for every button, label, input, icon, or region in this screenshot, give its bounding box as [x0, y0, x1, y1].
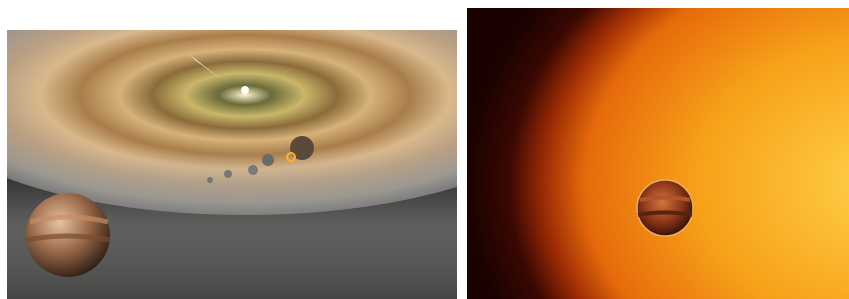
scene: [0, 0, 849, 299]
star-artwork: [467, 8, 849, 299]
page: [0, 0, 849, 299]
